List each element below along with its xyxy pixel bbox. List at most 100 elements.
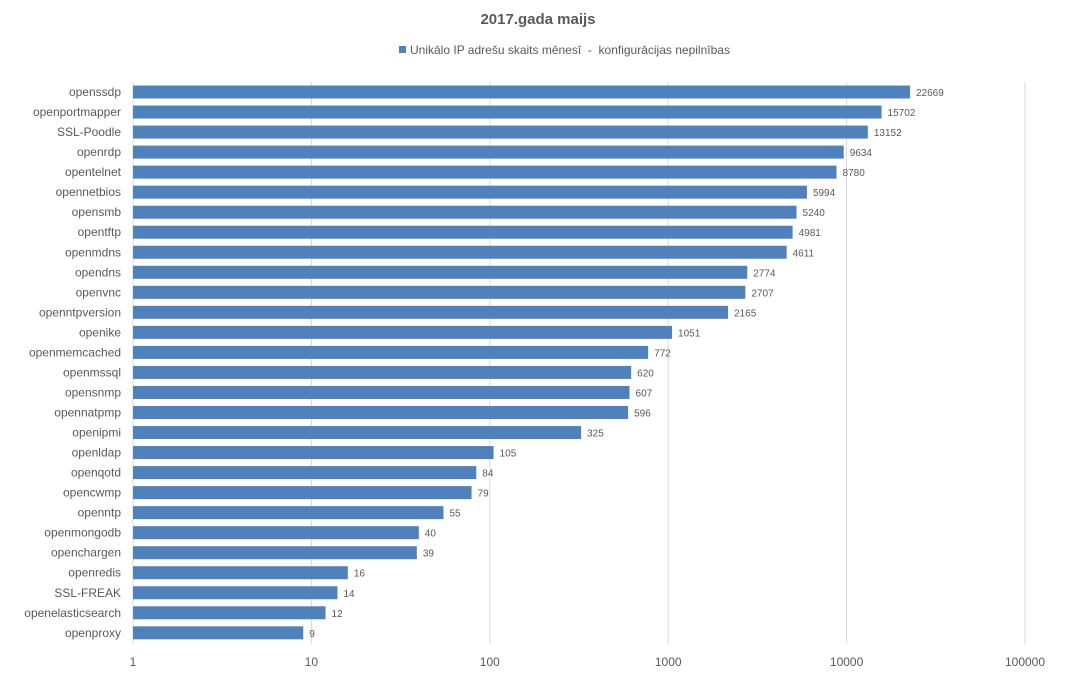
data-label: 607 — [636, 388, 653, 399]
category-label: openmssql — [63, 365, 121, 379]
bar — [133, 626, 304, 640]
data-label: 84 — [482, 469, 494, 480]
bar — [133, 145, 844, 159]
category-label: openmongodb — [44, 526, 121, 540]
data-label: 2165 — [734, 308, 757, 319]
category-label: openvnc — [76, 285, 121, 299]
category-label: opentftp — [78, 225, 122, 239]
bar — [133, 506, 444, 520]
bar — [133, 265, 748, 279]
data-label: 39 — [423, 549, 435, 560]
bar — [133, 165, 837, 179]
category-label: SSL-Poodle — [57, 125, 121, 139]
bar — [133, 285, 746, 299]
x-tick-label: 10000 — [830, 655, 864, 669]
bar — [133, 566, 348, 580]
data-label: 2774 — [753, 268, 776, 279]
data-label: 596 — [634, 408, 651, 419]
x-tick-label: 10 — [305, 655, 319, 669]
bar — [133, 546, 417, 560]
bar — [133, 225, 793, 239]
data-label: 5994 — [813, 188, 836, 199]
category-label: openportmapper — [33, 105, 121, 119]
category-label: openproxy — [65, 626, 121, 640]
data-label: 22669 — [916, 88, 944, 99]
legend: Unikālo IP adrešu skaits mēnesī - konfig… — [399, 43, 730, 57]
x-tick-label: 100 — [480, 655, 500, 669]
data-label: 620 — [637, 368, 654, 379]
data-label: 8780 — [843, 168, 866, 179]
data-label: 772 — [654, 348, 671, 359]
category-label: openmemcached — [29, 345, 121, 359]
category-label: openchargen — [51, 546, 121, 560]
category-label: openelasticsearch — [24, 606, 121, 620]
data-label: 55 — [449, 509, 461, 520]
category-label: openqotd — [71, 466, 121, 480]
category-label: openrdp — [77, 145, 121, 159]
data-label: 105 — [500, 449, 517, 460]
data-label: 40 — [425, 529, 437, 540]
data-label: 4611 — [793, 248, 815, 259]
bar — [133, 486, 472, 500]
bar — [133, 405, 629, 419]
data-label: 2707 — [751, 288, 774, 299]
x-tick-label: 1 — [130, 655, 137, 669]
data-label: 4981 — [799, 228, 822, 239]
x-tick-label: 1000 — [655, 655, 682, 669]
bar — [133, 586, 338, 600]
category-label: opensmb — [72, 205, 122, 219]
bar — [133, 426, 582, 440]
data-label: 1051 — [678, 328, 701, 339]
bar — [133, 305, 729, 319]
bar — [133, 245, 787, 259]
bar — [133, 345, 649, 359]
category-label: opensnmp — [65, 385, 121, 399]
category-label: openldap — [72, 446, 122, 460]
data-label: 16 — [354, 569, 366, 580]
category-label: opentelnet — [65, 165, 122, 179]
category-label: openredis — [68, 566, 121, 580]
category-label: opennetbios — [56, 185, 121, 199]
data-label: 5240 — [803, 208, 826, 219]
bar — [133, 105, 882, 119]
category-label: opennatpmp — [54, 405, 121, 419]
x-axis-tick-labels: 1 10 100 1000 10000 100000 — [130, 655, 1046, 669]
chart-title: 2017.gada maijs — [480, 11, 595, 28]
bar — [133, 205, 797, 219]
data-label: 13152 — [874, 128, 902, 139]
data-label: 325 — [587, 429, 604, 440]
bar — [133, 466, 477, 480]
category-label: opendns — [75, 265, 121, 279]
bar — [133, 446, 494, 460]
data-label: 14 — [343, 589, 355, 600]
category-label: openntp — [78, 506, 122, 520]
category-label: opencwmp — [63, 486, 121, 500]
bar — [133, 125, 868, 139]
x-tick-label: 100000 — [1005, 655, 1045, 669]
bar — [133, 85, 911, 99]
category-label: openntpversion — [39, 305, 121, 319]
data-label: 9 — [309, 629, 315, 640]
data-label: 15702 — [888, 108, 916, 119]
category-label: openmdns — [65, 245, 121, 259]
bar — [133, 185, 807, 199]
bar — [133, 325, 673, 339]
legend-label: Unikālo IP adrešu skaits mēnesī - konfig… — [410, 43, 730, 57]
bars — [133, 85, 911, 640]
data-label: 9634 — [850, 148, 873, 159]
category-label: openike — [79, 325, 121, 339]
bar — [133, 606, 326, 620]
bar — [133, 526, 419, 540]
bar — [133, 365, 632, 379]
category-label: SSL-FREAK — [54, 586, 121, 600]
data-label: 79 — [478, 489, 490, 500]
category-label: openssdp — [69, 85, 121, 99]
data-label: 12 — [332, 609, 344, 620]
legend-swatch — [399, 46, 406, 53]
category-label: openipmi — [72, 426, 121, 440]
category-labels: openssdp openportmapper SSL-Poodle openrdp o… — [24, 85, 121, 640]
bar — [133, 385, 630, 399]
